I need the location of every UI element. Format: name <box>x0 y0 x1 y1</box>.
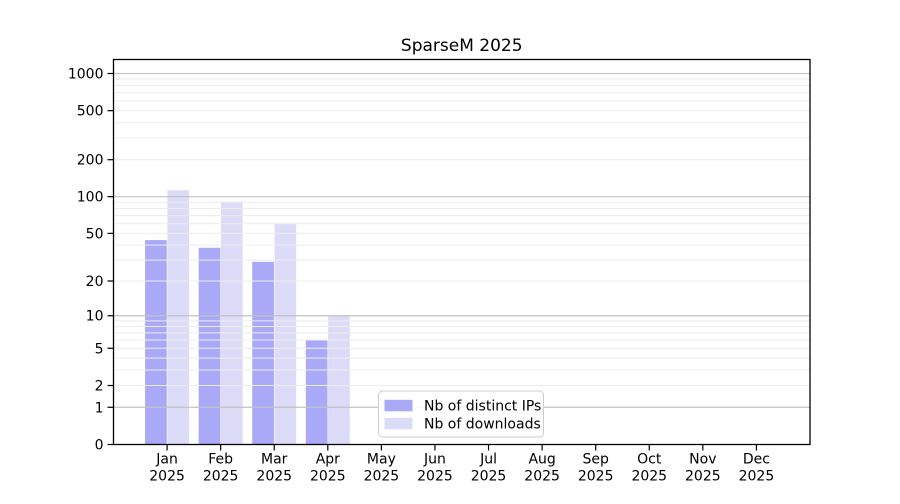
bar-downloads <box>328 315 350 445</box>
x-tick-label: Aug 2025 <box>524 452 560 485</box>
bars-layer <box>145 190 350 445</box>
y-tick-label: 1000 <box>68 67 104 83</box>
legend-swatch <box>384 417 413 430</box>
bar-distinct-ips <box>305 340 328 445</box>
legend-swatch <box>384 399 413 412</box>
x-tick-label: Jun 2025 <box>417 452 453 485</box>
x-tick-label: Nov 2025 <box>685 452 721 485</box>
y-tick-label: 500 <box>77 104 104 120</box>
y-tick-label: 200 <box>77 153 104 169</box>
x-tick-label: Jul 2025 <box>471 452 507 485</box>
y-tick-label: 0 <box>95 438 104 454</box>
bar-distinct-ips <box>145 240 167 445</box>
plot-frame <box>112 58 811 446</box>
y-tick-label: 100 <box>77 190 104 206</box>
y-tick-label: 10 <box>86 309 104 325</box>
y-tick-label: 2 <box>95 379 104 395</box>
y-tick-label: 20 <box>86 274 104 290</box>
y-tick-label: 1 <box>95 400 104 416</box>
x-tick-label: Feb 2025 <box>203 452 239 485</box>
bar-distinct-ips <box>198 247 221 445</box>
y-tick-label: 50 <box>86 226 104 242</box>
bar-downloads <box>167 190 190 445</box>
legend-box <box>378 390 544 438</box>
legend-label: Nb of downloads <box>424 416 541 432</box>
y-tick-label: 5 <box>95 341 104 357</box>
tick-labels-layer: 0 1 2 5 10 20 50 100 200 500 1000 Jan 2025 Feb 2025 Mar… <box>68 67 774 485</box>
x-tick-label: May 2025 <box>364 452 400 485</box>
legend: Nb of distinct IPs Nb of downloads <box>378 390 544 438</box>
bar-distinct-ips <box>252 261 274 445</box>
bar-downloads <box>274 223 297 445</box>
x-tick-label: Oct 2025 <box>631 452 667 485</box>
x-tick-label: Sep 2025 <box>578 452 614 485</box>
bar-downloads <box>220 202 243 445</box>
axes-layer <box>107 58 811 451</box>
x-tick-label: Dec 2025 <box>739 452 775 485</box>
x-tick-label: Jan 2025 <box>149 452 185 485</box>
chart-title: SparseM 2025 <box>401 36 523 56</box>
legend-label: Nb of distinct IPs <box>424 398 541 414</box>
x-tick-label: Mar 2025 <box>256 452 292 485</box>
x-tick-label: Apr 2025 <box>310 452 346 485</box>
